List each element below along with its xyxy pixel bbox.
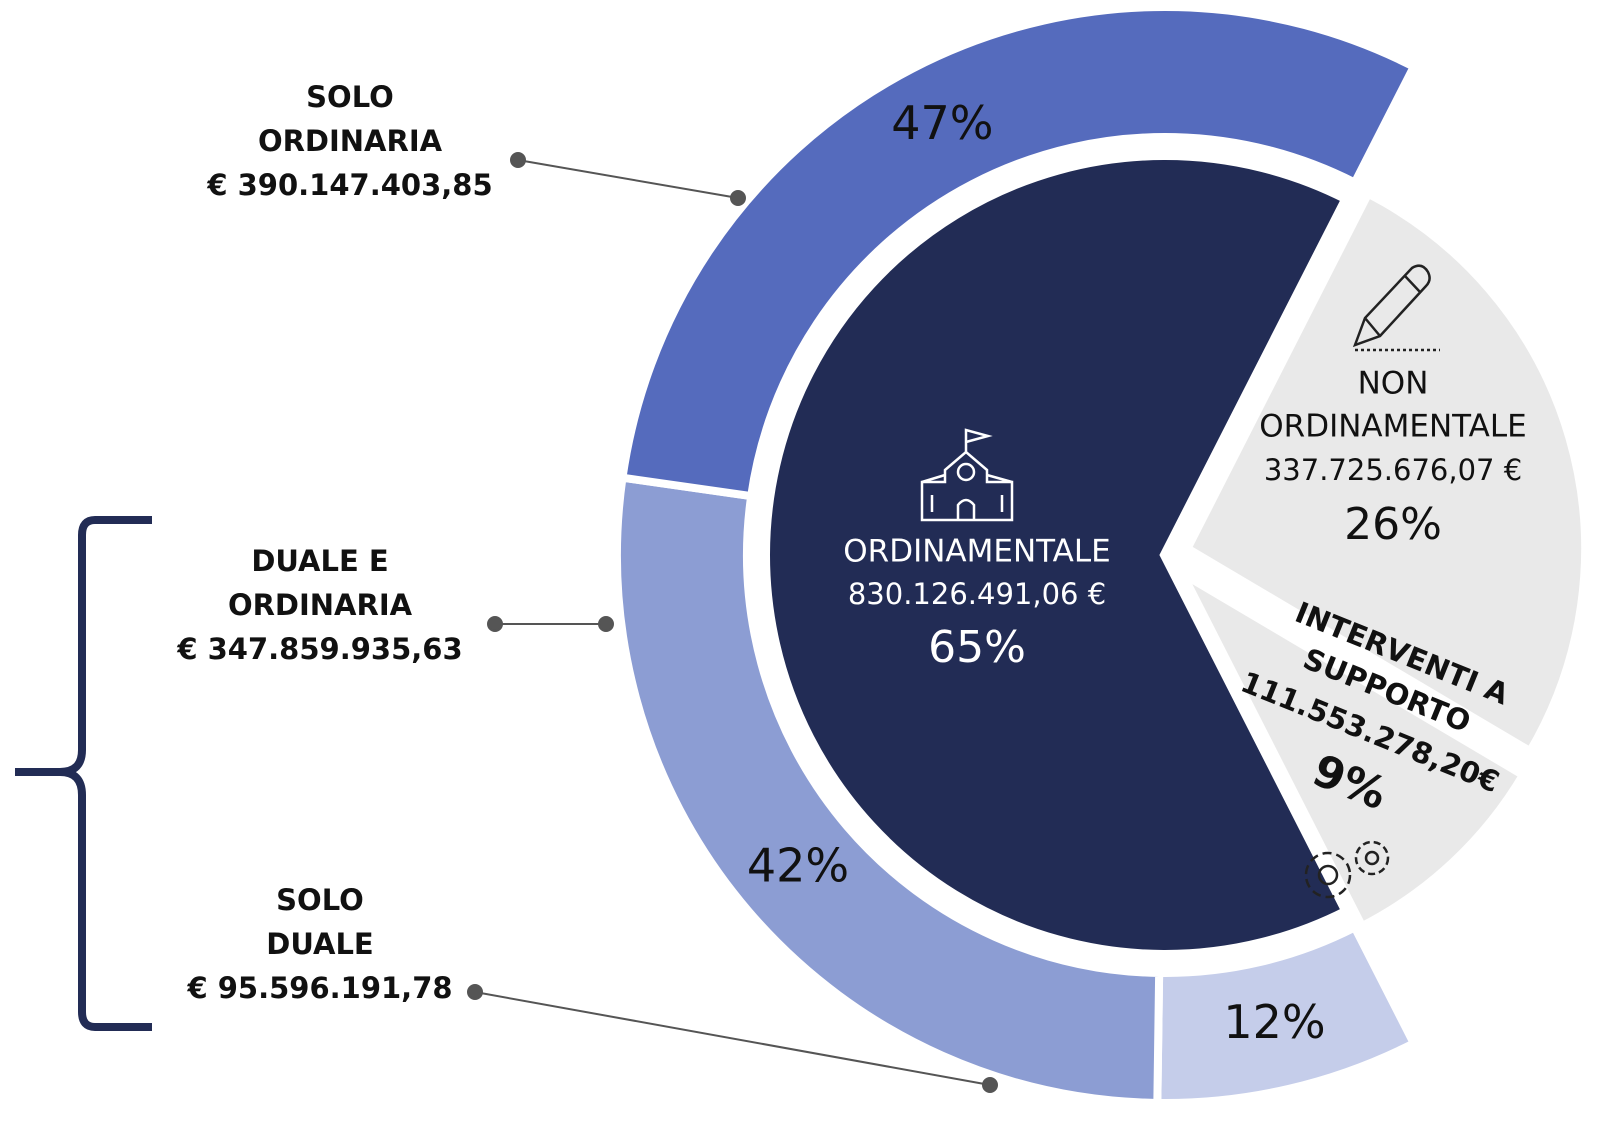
brace <box>15 516 152 1031</box>
icon-part <box>956 462 976 482</box>
ring-amount: € 347.859.935,63 <box>176 632 462 666</box>
slice-amount: 830.126.491,06 € <box>848 577 1106 611</box>
leader-line <box>474 991 991 1086</box>
ring-name: ORDINARIA <box>258 124 443 158</box>
icon-part <box>1304 851 1352 899</box>
ring-value-label: 47% <box>891 96 993 150</box>
icon-part <box>1364 850 1380 866</box>
pie-slice <box>760 150 1354 960</box>
slice-value-label: 65% <box>928 622 1026 673</box>
slice-name: NON <box>1358 366 1429 402</box>
icon-part <box>1354 840 1390 876</box>
slice-label: ORDINAMENTALE 830.126.491,06 € 65% <box>843 534 1110 674</box>
pencil-icon <box>1352 264 1440 352</box>
gears-icon <box>1304 840 1390 899</box>
leaders <box>467 152 998 1093</box>
icon-part <box>920 428 1014 522</box>
ring-segment <box>617 3 1420 501</box>
ring-value-label: 12% <box>1223 995 1325 1049</box>
ring-name: SOLO <box>306 80 394 114</box>
slice-name: ORDINAMENTALE <box>1259 409 1526 445</box>
slice-value-label: 26% <box>1344 499 1442 550</box>
leader-dot <box>982 1077 998 1093</box>
leader-dot <box>598 616 614 632</box>
ring-name: SOLO <box>276 883 364 917</box>
ring-name: DUALE E <box>251 544 388 578</box>
ring-name: DUALE <box>266 927 373 961</box>
pie-slice <box>1179 185 1592 760</box>
slice-amount: 337.725.676,07 € <box>1264 453 1522 487</box>
slice-name: ORDINAMENTALE <box>843 534 1110 570</box>
icon-part <box>1352 264 1431 348</box>
leader-line <box>517 159 739 199</box>
ring-name: ORDINARIA <box>228 588 413 622</box>
leader-dot <box>467 984 483 1000</box>
ring-amount: € 95.596.191,78 <box>186 971 452 1005</box>
ring-amount: € 390.147.403,85 <box>206 168 492 202</box>
ring-segment <box>613 473 1164 1108</box>
school-icon <box>920 428 1014 522</box>
ring-value-label: 42% <box>747 838 849 892</box>
pie-slice <box>1167 557 1532 935</box>
leader-dot <box>730 190 746 206</box>
leader-dot <box>510 152 526 168</box>
icon-part <box>1317 864 1339 886</box>
slice-label: NON ORDINAMENTALE 337.725.676,07 € 26% <box>1259 366 1526 551</box>
leader-dot <box>487 616 503 632</box>
